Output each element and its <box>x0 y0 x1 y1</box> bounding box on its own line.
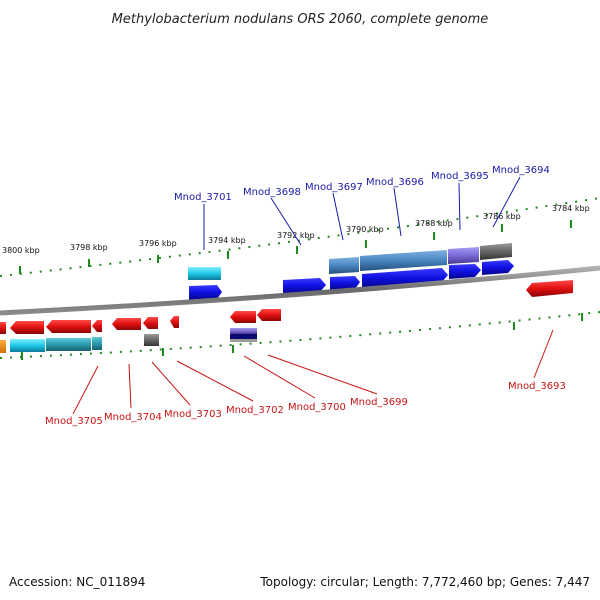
scale-label-3784: 3784 kbp <box>552 204 590 213</box>
bottom-gene-labels: Mnod_3705 Mnod_3704 Mnod_3703 Mnod_3702 … <box>45 381 566 427</box>
gene-label-mnod-3699[interactable]: Mnod_3699 <box>350 397 408 408</box>
gene-arrow-3699[interactable] <box>257 309 281 321</box>
scale-label-3792: 3792 kbp <box>277 231 315 240</box>
topology-text: Topology: circular; Length: 7,772,460 bp… <box>259 575 590 589</box>
feature-orange[interactable] <box>0 340 6 353</box>
top-leader-lines <box>203 176 521 250</box>
reverse-strand-genes <box>0 280 573 353</box>
gene-label-mnod-3700[interactable]: Mnod_3700 <box>288 402 346 413</box>
gene-label-mnod-3696[interactable]: Mnod_3696 <box>366 177 424 188</box>
gene-arrow-3694[interactable] <box>482 260 514 275</box>
feature-navy-small[interactable] <box>230 334 257 339</box>
gene-arrow-3693[interactable] <box>526 280 573 297</box>
feature-strip-purple[interactable] <box>448 247 479 264</box>
scale-label-3796: 3796 kbp <box>139 239 177 248</box>
outer-major-ticks <box>19 220 572 274</box>
gene-box-3701[interactable] <box>188 267 221 280</box>
gene-arrow-3705c[interactable] <box>46 320 91 333</box>
scale-label-3794: 3794 kbp <box>208 236 246 245</box>
gene-arrow-3703[interactable] <box>143 317 158 329</box>
feature-gray-small[interactable] <box>144 334 159 346</box>
top-gene-labels: Mnod_3701 Mnod_3698 Mnod_3697 Mnod_3696 … <box>174 165 550 203</box>
gene-label-mnod-3705[interactable]: Mnod_3705 <box>45 416 103 427</box>
gene-label-mnod-3695[interactable]: Mnod_3695 <box>431 171 489 182</box>
gene-label-mnod-3697[interactable]: Mnod_3697 <box>305 182 363 193</box>
gene-arrow-3704[interactable] <box>112 318 141 330</box>
gene-label-mnod-3704[interactable]: Mnod_3704 <box>104 412 162 423</box>
feature-gray-thin[interactable] <box>230 339 257 342</box>
gene-label-mnod-3693[interactable]: Mnod_3693 <box>508 381 566 392</box>
scale-labels: 3800 kbp 3798 kbp 3796 kbp 3794 kbp 3792… <box>2 204 590 255</box>
feature-strip-gray[interactable] <box>480 243 512 260</box>
gene-arrow-3705a[interactable] <box>0 322 6 334</box>
inner-major-ticks <box>21 313 583 360</box>
feature-strip-steel-1[interactable] <box>329 257 359 274</box>
gene-arrow-3705b[interactable] <box>10 321 44 334</box>
gene-arrow-3697[interactable] <box>330 276 360 290</box>
inner-tick-ring <box>0 311 600 359</box>
scale-label-3798: 3798 kbp <box>70 243 108 252</box>
gene-label-mnod-3703[interactable]: Mnod_3703 <box>164 409 222 420</box>
scale-label-3790: 3790 kbp <box>346 225 384 234</box>
gene-arrow-3705d[interactable] <box>92 320 102 332</box>
scale-label-3786: 3786 kbp <box>483 212 521 221</box>
feature-purple-small[interactable] <box>230 328 257 334</box>
gene-label-mnod-3698[interactable]: Mnod_3698 <box>243 187 301 198</box>
map-title: Methylobacterium nodulans ORS 2060, comp… <box>112 12 489 27</box>
accession-text: Accession: NC_011894 <box>9 575 145 589</box>
gene-arrow-3702[interactable] <box>170 316 179 328</box>
feature-strip-steel-2[interactable] <box>360 250 447 271</box>
gene-label-mnod-3694[interactable]: Mnod_3694 <box>492 165 550 176</box>
gene-arrow-3695[interactable] <box>449 264 481 279</box>
feature-cyan-left[interactable] <box>10 339 45 352</box>
bottom-leader-lines <box>72 329 554 415</box>
gene-arrow-3701[interactable] <box>189 285 222 300</box>
feature-teal-2[interactable] <box>92 337 102 350</box>
scale-label-3788: 3788 kbp <box>415 219 453 228</box>
gene-arrow-3698[interactable] <box>283 278 326 294</box>
gene-arrow-3700[interactable] <box>230 311 256 323</box>
gene-label-mnod-3702[interactable]: Mnod_3702 <box>226 405 284 416</box>
scale-label-3800: 3800 kbp <box>2 246 40 255</box>
feature-teal-1[interactable] <box>46 338 91 351</box>
genome-backbone <box>0 265 600 316</box>
forward-strand-genes <box>188 243 514 300</box>
gene-label-mnod-3701[interactable]: Mnod_3701 <box>174 192 232 203</box>
outer-tick-ring <box>0 197 600 277</box>
